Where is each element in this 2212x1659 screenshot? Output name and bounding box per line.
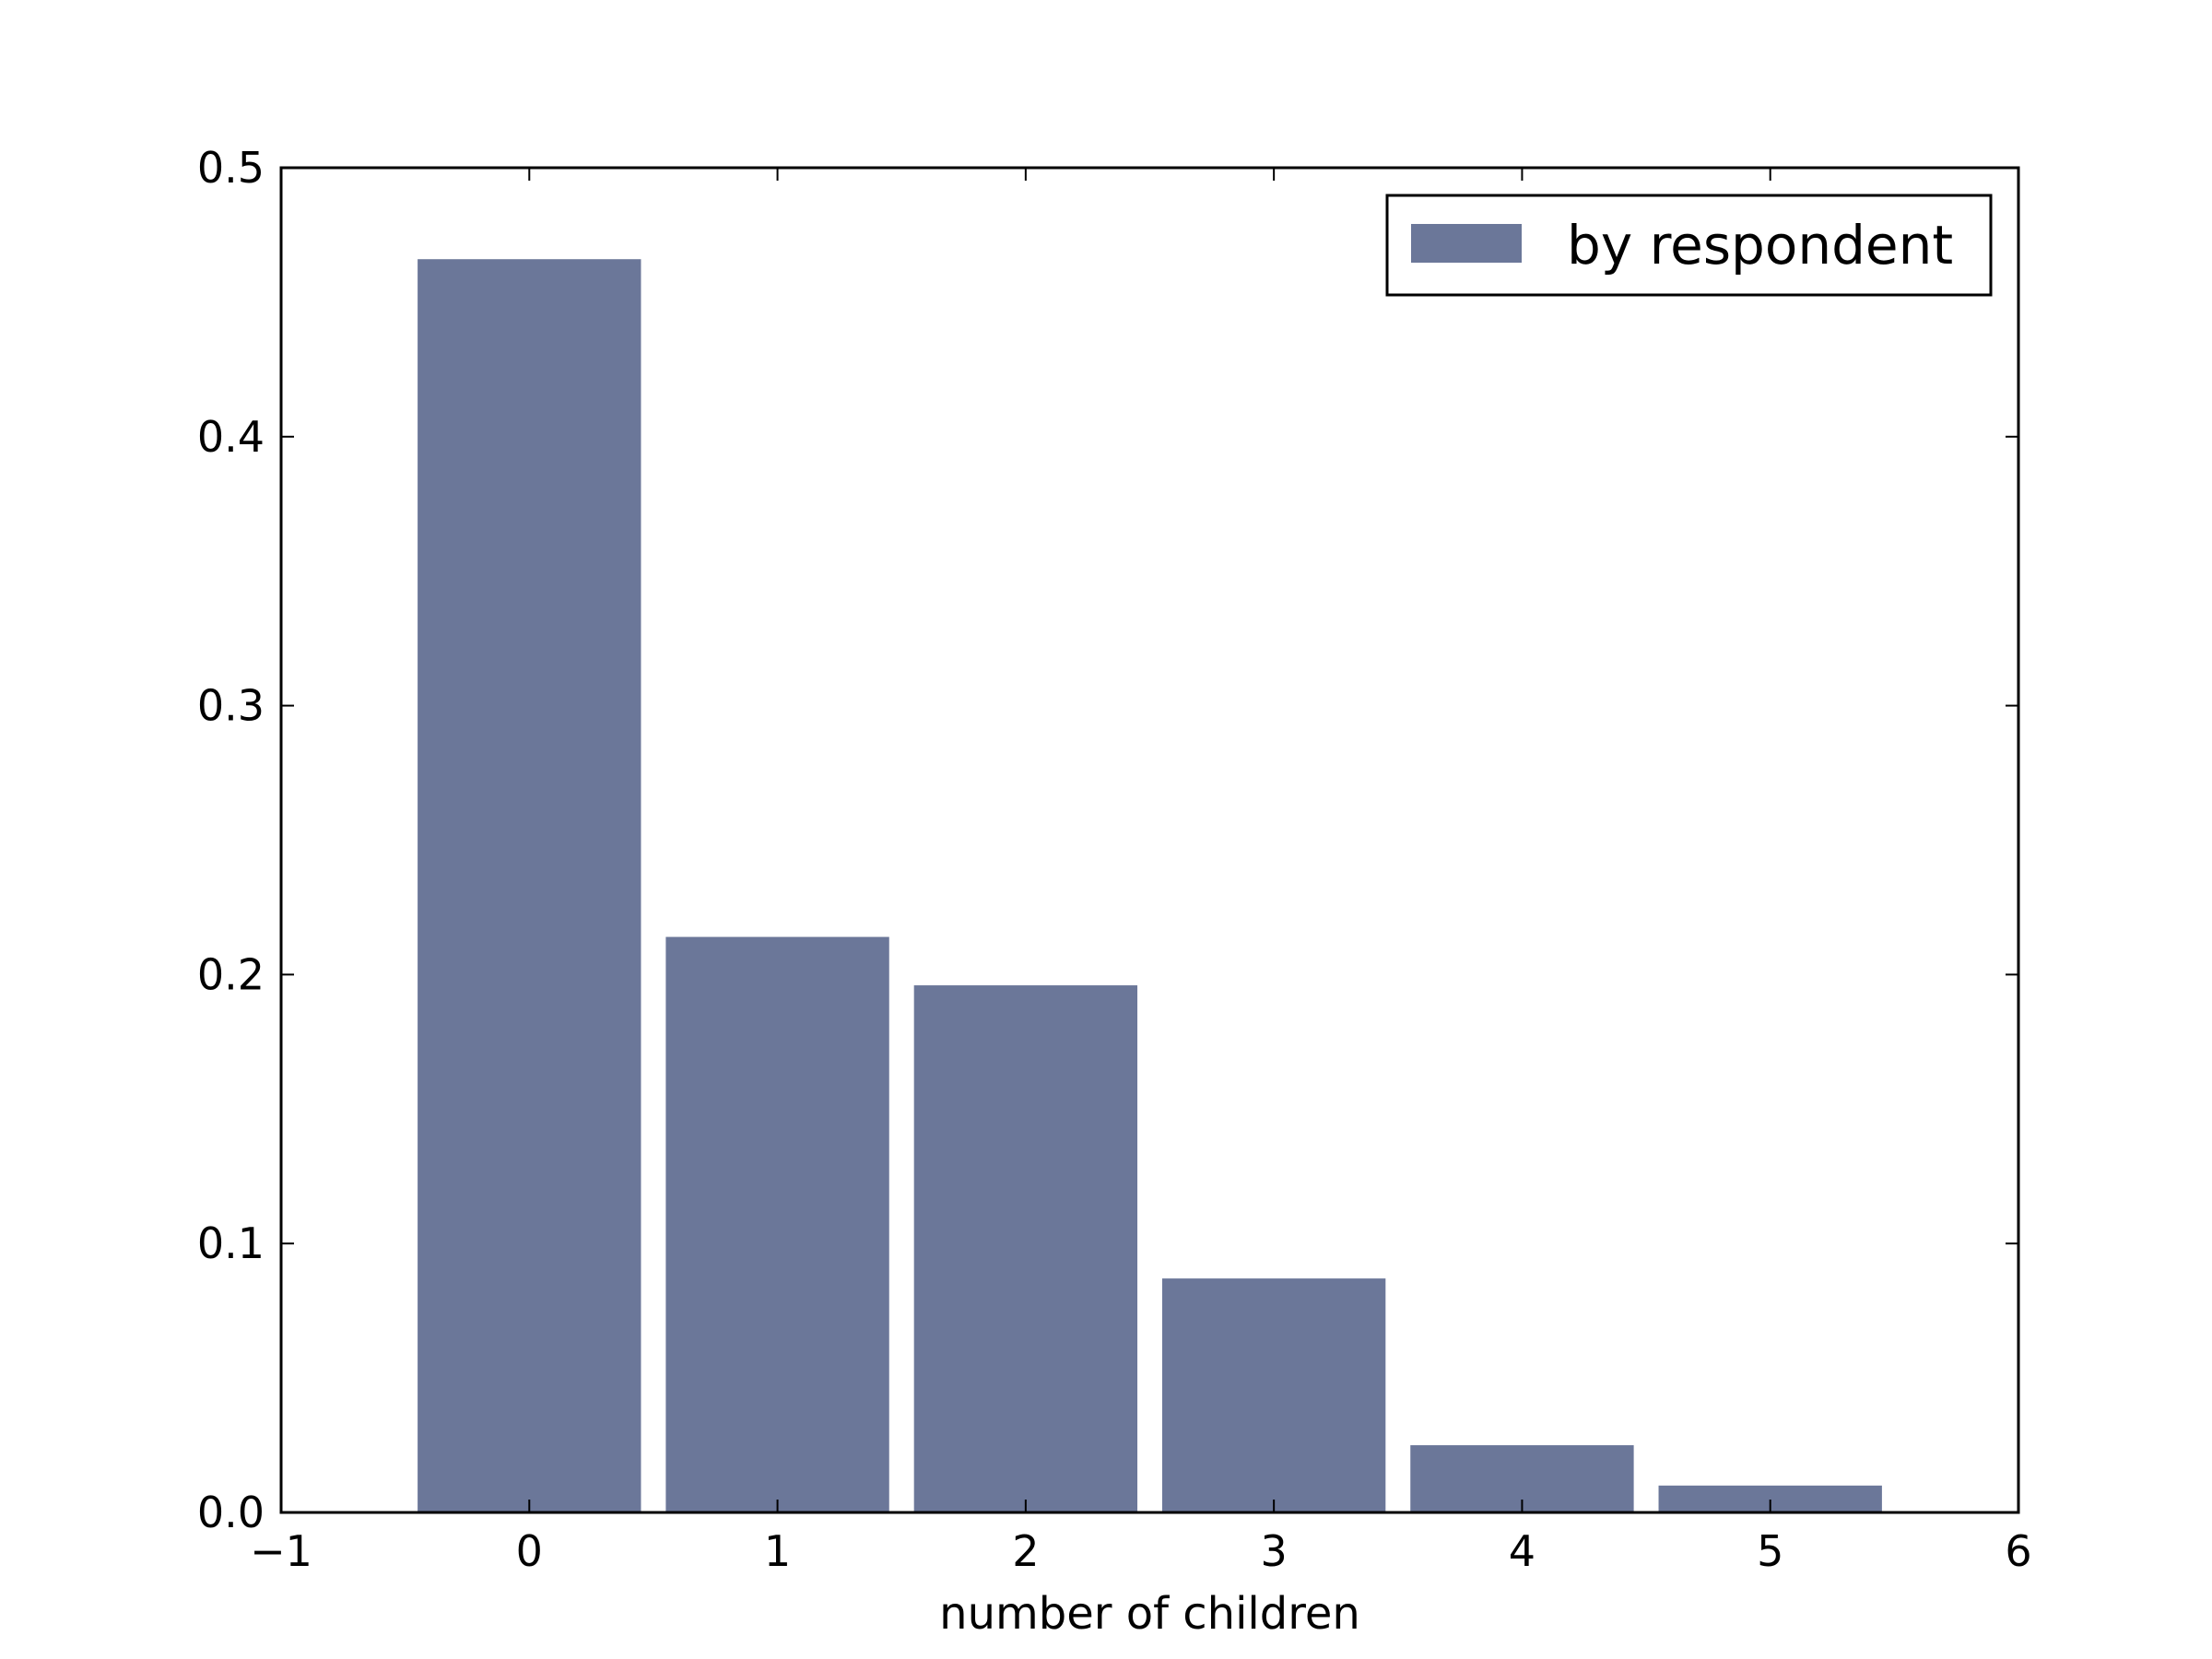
y-tick-label-4: 0.4 [197,412,265,462]
x-tick-label-1: 0 [516,1526,543,1576]
y-tick-label-0: 0.0 [197,1488,265,1537]
x-tick-labels: −1 0 1 2 3 4 5 6 [250,1526,2032,1576]
x-tick-label-2: 1 [764,1526,791,1576]
bar-3 [1161,1278,1386,1512]
x-tick-label-0: −1 [250,1526,312,1576]
x-tick-label-3: 2 [1012,1526,1039,1576]
bar-1 [665,936,889,1512]
bar-0 [418,259,641,1512]
y-tick-label-1: 0.1 [197,1218,265,1268]
bars-layer [418,259,1882,1512]
legend-swatch [1411,224,1522,263]
plot-frame [279,166,2020,1514]
legend-label: by respondent [1567,214,1953,276]
x-tick-label-6: 5 [1757,1526,1783,1576]
y-tick-label-5: 0.5 [197,143,265,193]
x-tick-label-7: 6 [2005,1526,2031,1576]
y-tick-labels: 0.0 0.1 0.2 0.3 0.4 0.5 [197,143,265,1537]
y-tick-label-2: 0.2 [197,949,265,999]
x-tick-label-5: 4 [1509,1526,1535,1576]
bar-2 [913,985,1138,1512]
x-tick-label-4: 3 [1261,1526,1288,1576]
legend: by respondent [1385,194,1993,297]
y-tick-label-3: 0.3 [197,681,265,731]
x-axis-title: number of children [939,1588,1360,1640]
